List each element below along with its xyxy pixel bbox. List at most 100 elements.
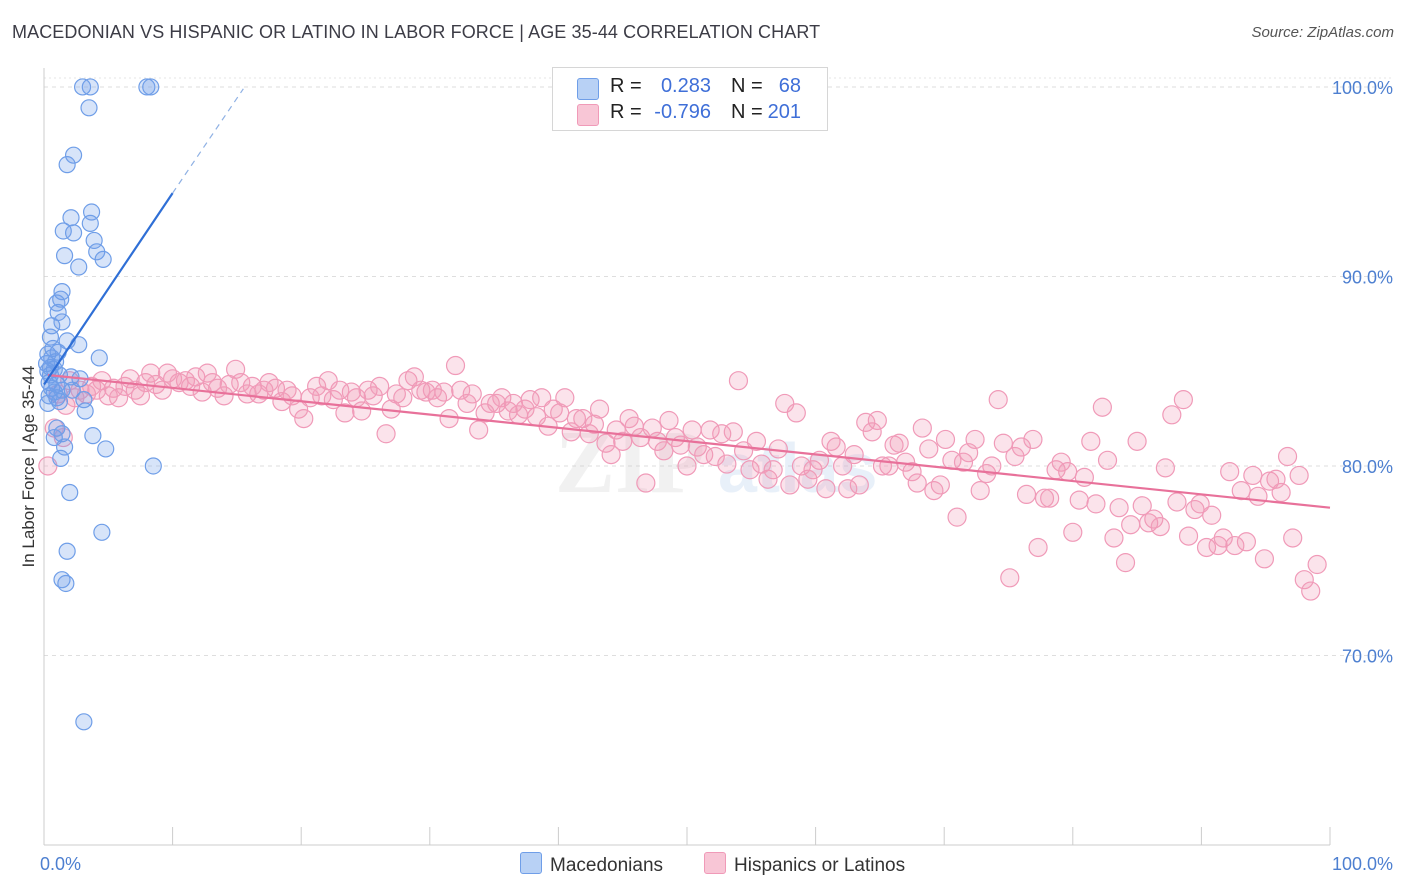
data-point-hispanic xyxy=(1213,528,1233,548)
data-point-hispanic xyxy=(341,382,361,402)
data-point-hispanic xyxy=(844,445,864,465)
trend-line-macedonians xyxy=(43,192,174,386)
data-point-macedonian xyxy=(64,224,83,242)
data-point-hispanic xyxy=(125,380,145,400)
data-point-hispanic xyxy=(335,403,355,423)
y-tick-label: 100.0% xyxy=(1332,78,1393,98)
data-point-hispanic xyxy=(786,403,806,423)
y-tick-label: 70.0% xyxy=(1342,646,1393,666)
data-point-hispanic xyxy=(589,399,610,419)
y-axis-label: In Labor Force | Age 35-44 xyxy=(19,366,38,568)
data-point-hispanic xyxy=(457,393,477,414)
data-point-hispanic xyxy=(1243,465,1263,486)
data-point-hispanic xyxy=(1092,397,1112,417)
data-point-macedonian xyxy=(70,258,88,276)
data-point-hispanic xyxy=(532,388,552,408)
data-point-hispanic xyxy=(935,429,956,450)
data-point-hispanic xyxy=(1121,515,1141,535)
data-point-hispanic xyxy=(108,388,129,408)
data-point-macedonian xyxy=(76,402,94,420)
bottom-legend-label: Hispanics or Latinos xyxy=(734,855,906,876)
data-point-macedonian xyxy=(138,78,156,96)
chart-title: MACEDONIAN VS HISPANIC OR LATINO IN LABO… xyxy=(12,22,821,42)
legend-n-label: N = xyxy=(731,101,763,123)
bottom-legend-macedonians: Macedonians xyxy=(520,852,663,877)
data-point-hispanic xyxy=(677,456,697,476)
data-point-hispanic xyxy=(1063,522,1083,542)
legend-swatch-blue xyxy=(577,78,599,100)
data-point-hispanic xyxy=(1109,498,1129,518)
data-point-hispanic xyxy=(1051,452,1071,472)
data-point-hispanic xyxy=(763,460,783,480)
data-point-hispanic xyxy=(1144,509,1164,529)
data-point-hispanic xyxy=(1081,431,1101,451)
bottom-legend-label: Macedonians xyxy=(550,855,664,876)
data-point-hispanic xyxy=(141,363,161,383)
data-point-hispanic xyxy=(1028,537,1048,558)
data-point-macedonian xyxy=(97,440,115,458)
data-point-hispanic xyxy=(393,388,413,408)
data-point-hispanic xyxy=(445,355,466,376)
data-point-hispanic xyxy=(1011,437,1031,457)
data-point-hispanic xyxy=(930,475,950,495)
legend-r-label: R = xyxy=(610,75,642,97)
data-point-hispanic xyxy=(469,420,489,440)
data-point-macedonian xyxy=(39,394,57,413)
x-tick-label-min: 0.0% xyxy=(40,854,81,874)
data-point-hispanic xyxy=(462,384,482,404)
data-point-hispanic xyxy=(1069,490,1089,510)
data-point-hispanic xyxy=(867,410,887,431)
data-point-hispanic xyxy=(1271,482,1291,503)
data-point-macedonian xyxy=(75,713,93,731)
data-point-hispanic xyxy=(515,399,535,419)
data-point-macedonian xyxy=(81,214,99,232)
data-point-hispanic xyxy=(480,393,500,414)
data-point-hispanic xyxy=(758,469,778,489)
data-point-hispanic xyxy=(723,422,743,442)
data-point-macedonian xyxy=(55,247,74,265)
data-point-hispanic xyxy=(1248,486,1268,506)
legend-r-label: R = xyxy=(610,101,642,123)
data-point-hispanic xyxy=(197,363,217,383)
data-point-hispanic xyxy=(816,479,836,499)
data-point-hispanic xyxy=(1254,549,1275,569)
y-tick-label: 90.0% xyxy=(1342,267,1393,287)
data-point-hispanic xyxy=(1178,526,1199,546)
data-point-hispanic xyxy=(862,422,882,442)
data-point-hispanic xyxy=(953,452,974,472)
data-point-hispanic xyxy=(1040,488,1060,508)
data-point-macedonian xyxy=(94,250,112,269)
hispanics-points xyxy=(38,355,1327,601)
data-point-hispanic xyxy=(1167,492,1187,512)
data-point-macedonian xyxy=(63,381,81,399)
axis-labels: 70.0% 80.0% 90.0% 100.0% 0.0% 100.0% In Labor … xyxy=(19,78,1393,874)
data-point-hispanic xyxy=(1104,528,1124,548)
data-point-hispanic xyxy=(1307,554,1327,575)
grid-lines xyxy=(44,77,1392,656)
data-point-hispanic xyxy=(1294,570,1314,590)
data-point-macedonian xyxy=(54,222,72,240)
y-tick-label: 80.0% xyxy=(1342,457,1393,477)
data-point-hispanic xyxy=(849,475,869,495)
axes xyxy=(43,68,1331,846)
data-point-hispanic xyxy=(231,372,251,393)
data-point-hispanic xyxy=(1283,528,1303,548)
trend-line-macedonians-extension xyxy=(172,88,244,194)
data-point-macedonian xyxy=(58,156,76,174)
data-point-macedonian xyxy=(64,146,83,164)
data-point-hispanic xyxy=(1058,462,1078,482)
data-point-hispanic xyxy=(376,424,396,444)
data-point-hispanic xyxy=(601,445,621,465)
data-point-hispanic xyxy=(1150,517,1170,537)
data-point-hispanic xyxy=(439,408,459,429)
data-point-macedonian xyxy=(81,78,99,96)
data-point-hispanic xyxy=(728,371,749,391)
data-point-macedonian xyxy=(90,349,108,367)
data-point-macedonian xyxy=(93,523,111,541)
data-point-hispanic xyxy=(1236,532,1257,552)
data-point-hispanic xyxy=(555,388,575,408)
data-point-hispanic xyxy=(838,479,858,499)
data-point-hispanic xyxy=(434,382,454,402)
data-point-hispanic xyxy=(636,473,656,493)
